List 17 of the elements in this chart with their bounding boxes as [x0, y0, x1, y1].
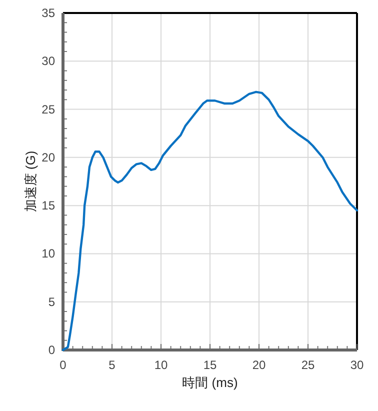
y-tick-label: 25	[42, 102, 56, 116]
y-axis-title: 加速度 (G)	[23, 150, 38, 212]
y-tick-label: 5	[48, 294, 56, 309]
y-tick-label: 20	[42, 150, 56, 164]
x-tick-label: 0	[60, 358, 67, 372]
x-axis-title: 時間 (ms)	[182, 375, 238, 390]
x-tick-label: 20	[252, 358, 266, 372]
y-tick-label: 35	[42, 6, 56, 20]
x-tick-label: 5	[108, 358, 116, 372]
y-tick-label: 10	[42, 246, 56, 261]
y-tick-label: 0	[48, 343, 56, 357]
y-tick-label: 15	[42, 198, 56, 213]
x-tick-label: 15	[203, 358, 217, 372]
x-tick-label: 25	[301, 358, 315, 372]
x-tick-label: 10	[154, 358, 168, 372]
y-tick-label: 30	[42, 54, 56, 68]
x-tick-label: 30	[350, 358, 364, 372]
